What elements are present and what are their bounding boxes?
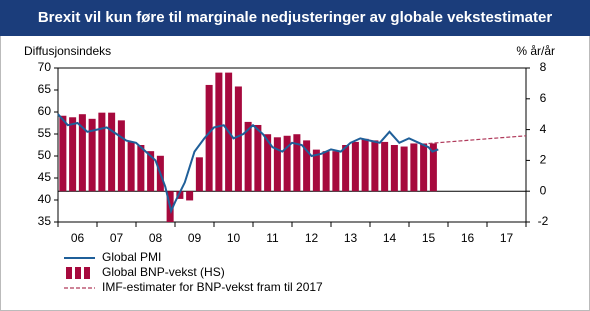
bar — [410, 143, 418, 192]
y-tick-label: 70 — [38, 60, 52, 74]
y2-tick-label: 0 — [540, 183, 547, 197]
y2-axis-title: % år/år — [516, 44, 555, 58]
bar — [273, 137, 281, 192]
bar — [117, 120, 125, 192]
y-tick-label: 45 — [38, 170, 52, 184]
x-tick-label: 07 — [110, 231, 124, 245]
bar — [351, 141, 359, 192]
y-tick-label: 50 — [38, 148, 52, 162]
legend-swatch — [75, 267, 81, 279]
x-tick-label: 09 — [188, 231, 202, 245]
y2-tick-label: 8 — [540, 60, 547, 74]
bar — [195, 157, 203, 192]
x-tick-label: 17 — [500, 231, 514, 245]
bar — [342, 145, 350, 192]
y2-tick-label: 2 — [540, 153, 547, 167]
bar — [98, 112, 106, 192]
bar — [69, 117, 77, 192]
bar — [400, 146, 408, 192]
x-tick-label: 13 — [344, 231, 358, 245]
legend-label: Global PMI — [102, 250, 161, 264]
x-tick-label: 08 — [149, 231, 163, 245]
y2-tick-label: 4 — [540, 122, 547, 136]
legend-label: Global BNP-vekst (HS) — [102, 265, 225, 279]
bar — [390, 145, 398, 192]
bar — [303, 140, 311, 192]
chart-title: Brexit vil kun føre til marginale nedjus… — [38, 9, 553, 26]
bar — [186, 191, 194, 201]
x-tick-label: 12 — [305, 231, 319, 245]
x-tick-label: 11 — [266, 231, 279, 245]
x-tick-label: 06 — [71, 231, 85, 245]
title-bar — [0, 0, 590, 36]
y-axis-title: Diffusjonsindeks — [24, 44, 111, 58]
y-tick-label: 55 — [38, 126, 52, 140]
x-tick-label: 16 — [461, 231, 475, 245]
legend-swatch — [84, 267, 90, 279]
bar — [205, 84, 213, 192]
bar — [322, 151, 330, 192]
bar — [361, 138, 369, 192]
x-tick-label: 15 — [422, 231, 436, 245]
y2-tick-label: 6 — [540, 91, 547, 105]
bar — [59, 115, 67, 192]
y-tick-label: 60 — [38, 104, 52, 118]
bar — [371, 140, 379, 192]
bar — [108, 112, 116, 192]
bar — [420, 143, 428, 192]
x-tick-label: 10 — [227, 231, 241, 245]
bar — [332, 151, 340, 192]
bar — [429, 143, 437, 192]
bar — [234, 86, 242, 192]
x-tick-label: 14 — [383, 231, 397, 245]
legend-swatch — [66, 267, 72, 279]
bar — [244, 121, 252, 192]
bar — [137, 145, 145, 192]
bar — [312, 149, 320, 192]
legend-label: IMF-estimater for BNP-vekst fram til 201… — [102, 280, 323, 294]
y-tick-label: 40 — [38, 192, 52, 206]
bar — [78, 114, 86, 192]
dashed-line — [428, 135, 527, 145]
bar — [293, 134, 301, 192]
bar — [254, 124, 262, 192]
bar — [283, 135, 291, 192]
line — [57, 113, 439, 215]
bar — [264, 134, 272, 192]
bar — [381, 141, 389, 192]
bar — [176, 191, 184, 199]
bar — [147, 151, 155, 192]
y-tick-label: 65 — [38, 82, 52, 96]
bar — [215, 72, 223, 192]
y2-tick-label: -2 — [538, 214, 549, 228]
bar — [127, 141, 135, 192]
y-tick-label: 35 — [38, 214, 52, 228]
bar — [88, 118, 96, 192]
